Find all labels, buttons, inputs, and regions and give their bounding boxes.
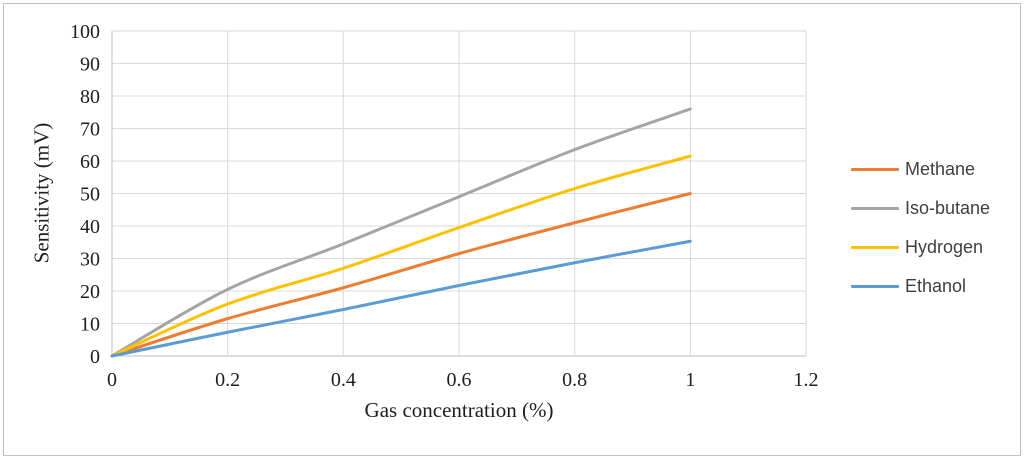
y-tick-label: 0 [90,346,100,368]
legend-item-iso-butane: Iso-butane [851,197,990,219]
y-tick-label: 90 [80,54,100,76]
legend-line-swatch [851,206,899,210]
x-tick-label: 1 [685,369,695,391]
legend: Methane Iso-butane Hydrogen Ethanol [851,158,990,297]
y-tick-label: 40 [80,216,100,238]
y-tick-label: 20 [80,281,100,303]
legend-label: Methane [905,158,976,179]
series-line-methane [110,192,692,358]
x-tick-label: 0.8 [562,369,587,391]
y-tick-label: 30 [80,249,100,271]
x-axis-title: Gas concentration (%) [364,398,554,422]
x-tick-label: 0.2 [215,369,240,391]
x-tick-label: 0.4 [331,369,356,391]
legend-label: Iso-butane [905,197,991,218]
legend-line-swatch [851,284,899,288]
legend-label: Ethanol [905,275,967,296]
legend-item-ethanol: Ethanol [851,275,990,297]
legend-label: Hydrogen [905,236,984,257]
y-tick-label: 10 [80,314,100,336]
series-line-iso-butane [110,107,692,358]
legend-item-methane: Methane [851,158,990,180]
series-line-hydrogen [110,154,692,358]
legend-line-swatch [851,167,899,171]
x-tick-label: 0.6 [447,369,472,391]
y-tick-label: 100 [70,21,100,43]
legend-line-swatch [851,245,899,249]
y-tick-label: 50 [80,184,100,206]
y-tick-label: 60 [80,151,100,173]
x-tick-label: 0 [107,369,117,391]
series-line-ethanol [110,239,692,358]
legend-item-hydrogen: Hydrogen [851,236,990,258]
y-axis-title: Sensitivity (mV) [29,122,54,264]
x-tick-label: 1.2 [794,369,819,391]
y-tick-label: 80 [80,86,100,108]
y-tick-label: 70 [80,119,100,141]
